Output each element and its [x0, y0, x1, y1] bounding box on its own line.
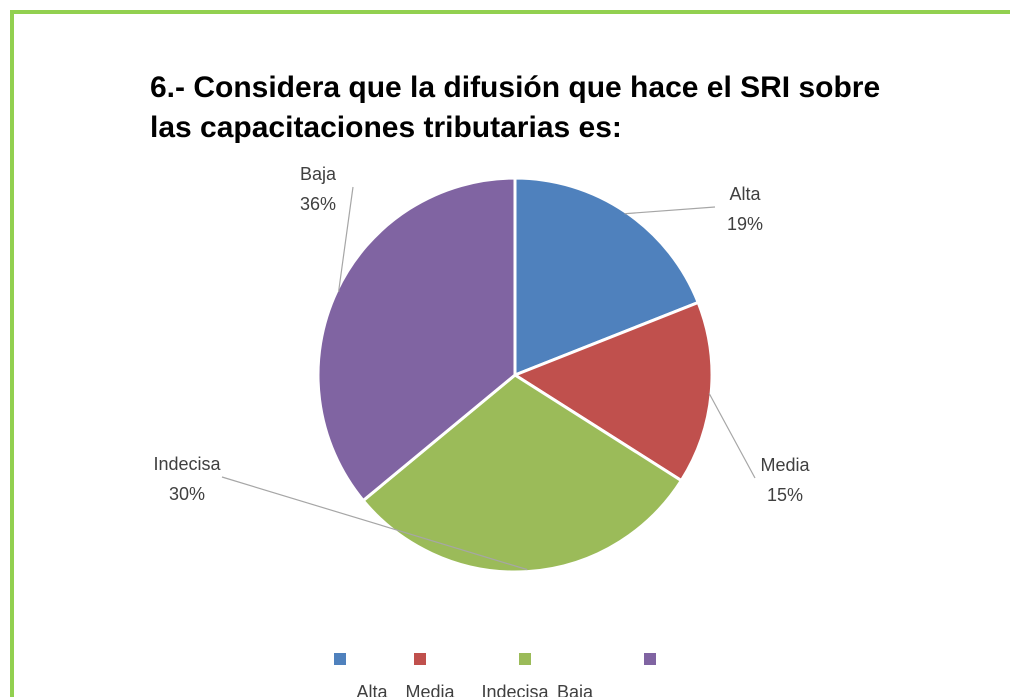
legend-label: Baja: [557, 682, 594, 697]
legend-label: Alta: [356, 682, 388, 697]
data-label-value: 36%: [300, 194, 336, 214]
pie-slice: [361, 373, 684, 574]
leader-line: [624, 206, 716, 215]
data-label-category: Media: [760, 455, 810, 475]
data-label-value: 30%: [169, 484, 205, 504]
pie-slice: [511, 300, 714, 483]
leader-line: [708, 393, 756, 479]
legend-label: Media: [405, 682, 455, 697]
legend-label: Indecisa: [481, 682, 549, 697]
data-label-value: 19%: [727, 214, 763, 234]
legend-swatch: [519, 653, 531, 665]
pie-slice: [316, 176, 517, 503]
pie-slice: [513, 176, 701, 378]
data-label-category: Indecisa: [153, 454, 221, 474]
leader-line: [221, 476, 528, 571]
data-label-category: Baja: [300, 164, 337, 184]
legend-swatch: [334, 653, 346, 665]
legend-swatch: [414, 653, 426, 665]
leader-line: [337, 186, 354, 293]
frame-border: [10, 10, 1010, 697]
data-label-value: 15%: [767, 485, 803, 505]
legend-swatch: [644, 653, 656, 665]
data-label-category: Alta: [729, 184, 761, 204]
chart-title: 6.- Considera que la difusión que hace e…: [150, 71, 881, 144]
